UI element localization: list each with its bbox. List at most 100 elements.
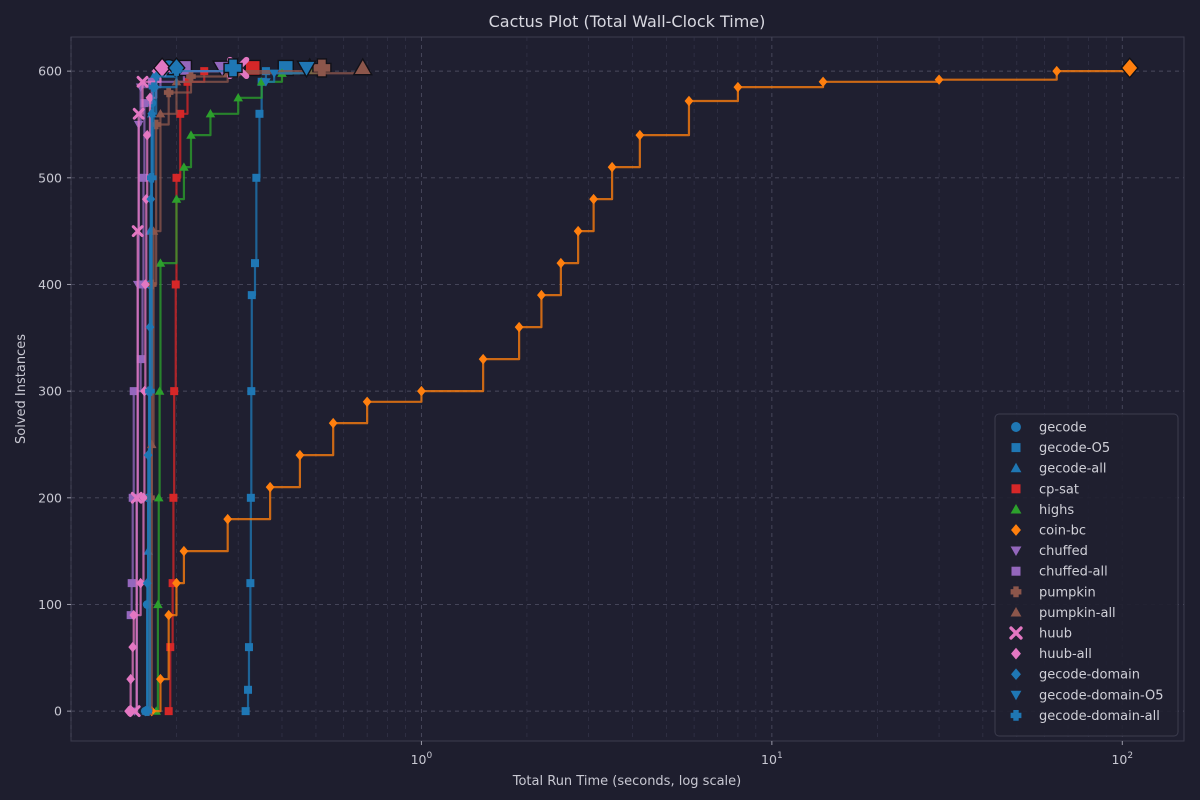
- data-point: [244, 643, 253, 652]
- data-point: [247, 291, 256, 300]
- legend-label: pumpkin: [1039, 585, 1096, 600]
- y-tick-label: 0: [54, 704, 62, 719]
- data-point: [145, 92, 155, 103]
- data-point: [126, 673, 136, 685]
- legend-item: gecode-domain: [1011, 668, 1140, 683]
- data-point: [478, 353, 488, 365]
- legend-item: gecode-domain-O5: [1010, 688, 1164, 703]
- data-point: [233, 93, 243, 102]
- data-point: [145, 321, 155, 333]
- legend-item: gecode-all: [1010, 462, 1106, 477]
- data-point: [589, 193, 599, 205]
- series-gecode-domain-all: [142, 58, 243, 716]
- x-tick-label: 101: [761, 751, 783, 767]
- series-end-marker: [296, 60, 317, 79]
- legend-label: gecode-domain: [1039, 668, 1140, 683]
- data-point: [176, 109, 185, 118]
- data-point: [246, 493, 255, 502]
- series-gecode-domain-O5: [261, 60, 317, 87]
- data-point: [186, 130, 196, 139]
- data-point: [295, 449, 305, 461]
- series-end-marker: [1120, 57, 1139, 79]
- data-point: [246, 579, 255, 588]
- series-layer: [124, 56, 1139, 718]
- x-axis-label: Total Run Time (seconds, log scale): [512, 774, 742, 789]
- legend-item: cp-sat: [1011, 482, 1079, 497]
- series-coin-bc: [147, 57, 1139, 717]
- legend-swatch: [1010, 586, 1022, 598]
- data-point: [362, 396, 372, 407]
- data-point: [818, 76, 828, 87]
- legend-swatch: [1011, 668, 1021, 681]
- legend-item: chuffed: [1010, 544, 1088, 559]
- series-end-marker: [352, 57, 373, 76]
- data-point: [241, 707, 250, 716]
- chart-title: Cactus Plot (Total Wall-Clock Time): [489, 12, 766, 31]
- x-axis-ticks: 100 101 102: [411, 741, 1133, 767]
- data-point: [142, 129, 152, 141]
- legend: gecode gecode-O5 gecode-all cp-sat highs coin…: [994, 413, 1179, 737]
- data-point: [934, 74, 944, 85]
- data-point: [171, 280, 180, 289]
- y-tick-label: 100: [38, 597, 62, 612]
- data-point: [164, 609, 174, 621]
- data-point: [328, 417, 338, 429]
- data-point: [146, 173, 157, 183]
- legend-label: gecode-domain-O5: [1039, 688, 1164, 703]
- y-axis-ticks: 0 100 200 300 400 500 600: [38, 64, 71, 719]
- legend-label: huub-all: [1039, 647, 1092, 662]
- data-point: [153, 493, 164, 502]
- data-point: [417, 385, 426, 397]
- series-end-marker: [152, 57, 172, 79]
- y-tick-label: 500: [38, 170, 62, 185]
- data-point: [172, 577, 181, 589]
- data-point: [537, 289, 546, 301]
- legend-swatch: [1011, 647, 1021, 660]
- data-point: [140, 279, 150, 290]
- y-tick-label: 300: [38, 384, 62, 399]
- data-point: [514, 321, 524, 333]
- data-point: [1052, 65, 1062, 77]
- legend-label: chuffed: [1039, 544, 1088, 559]
- data-point: [156, 673, 165, 685]
- legend-label: huub: [1039, 627, 1072, 642]
- data-point: [269, 69, 279, 79]
- data-point: [223, 513, 233, 525]
- data-point: [124, 705, 133, 717]
- data-point: [129, 387, 138, 396]
- data-point: [171, 194, 182, 203]
- legend-swatch: [1011, 566, 1021, 576]
- series-end-marker: [223, 58, 243, 78]
- legend-swatch: [1011, 422, 1021, 432]
- data-point: [127, 579, 136, 588]
- legend-label: gecode-all: [1039, 462, 1106, 477]
- legend-swatch: [1010, 607, 1022, 617]
- data-point: [142, 706, 153, 716]
- data-point: [136, 355, 145, 364]
- data-point: [733, 81, 743, 93]
- data-point: [154, 386, 165, 395]
- legend-item: pumpkin-all: [1010, 606, 1116, 621]
- legend-swatch: [1010, 710, 1022, 721]
- data-point: [252, 173, 261, 182]
- legend-item: huub: [1009, 626, 1072, 642]
- data-point: [128, 641, 138, 653]
- data-point: [265, 481, 275, 493]
- data-point: [573, 225, 583, 237]
- legend-label: highs: [1039, 503, 1074, 518]
- data-point: [141, 193, 151, 205]
- legend-swatch: [1011, 524, 1021, 536]
- data-point: [139, 173, 148, 182]
- data-point: [170, 387, 179, 396]
- data-point: [169, 493, 178, 502]
- legend-item: coin-bc: [1011, 524, 1086, 539]
- y-tick-label: 200: [38, 490, 62, 505]
- legend-item: pumpkin: [1010, 585, 1096, 600]
- legend-label: coin-bc: [1039, 524, 1086, 539]
- data-point: [130, 491, 143, 504]
- data-point: [147, 108, 157, 119]
- data-point: [145, 386, 155, 396]
- data-point: [171, 66, 182, 76]
- y-tick-label: 400: [38, 277, 62, 292]
